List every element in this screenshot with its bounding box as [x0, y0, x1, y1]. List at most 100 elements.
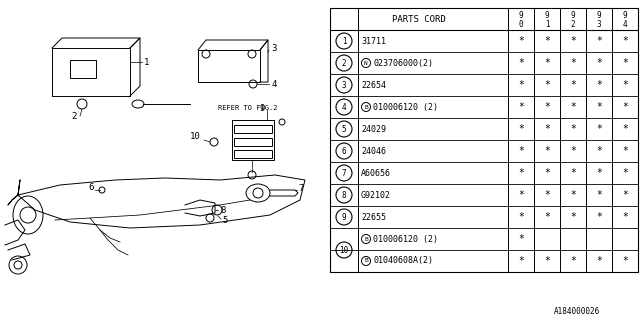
Bar — [330, 8, 638, 272]
Text: 010006120 (2): 010006120 (2) — [373, 102, 438, 111]
Text: 3: 3 — [342, 81, 346, 90]
Text: *: * — [570, 36, 576, 46]
Text: *: * — [596, 124, 602, 134]
Text: *: * — [544, 146, 550, 156]
Text: *: * — [570, 80, 576, 90]
Text: 6: 6 — [88, 182, 93, 191]
Text: *: * — [518, 190, 524, 200]
Text: *: * — [544, 124, 550, 134]
Text: 7: 7 — [298, 183, 303, 193]
Text: 5: 5 — [222, 215, 227, 225]
Text: *: * — [622, 58, 628, 68]
Text: A184000026: A184000026 — [554, 308, 600, 316]
Text: *: * — [596, 256, 602, 266]
Text: 2: 2 — [571, 20, 575, 28]
Text: *: * — [622, 146, 628, 156]
Bar — [234, 138, 272, 146]
Text: 22654: 22654 — [361, 81, 386, 90]
Text: 22655: 22655 — [361, 212, 386, 221]
Text: *: * — [518, 168, 524, 178]
Text: 7: 7 — [342, 169, 346, 178]
Text: 24046: 24046 — [361, 147, 386, 156]
Text: *: * — [622, 36, 628, 46]
Text: *: * — [622, 168, 628, 178]
Text: 010006120 (2): 010006120 (2) — [373, 235, 438, 244]
Text: B: B — [364, 259, 368, 263]
Text: G92102: G92102 — [361, 190, 391, 199]
Text: *: * — [544, 58, 550, 68]
Text: 9: 9 — [260, 103, 266, 113]
Text: N: N — [364, 60, 368, 66]
Text: *: * — [544, 36, 550, 46]
Text: *: * — [518, 58, 524, 68]
Text: 4: 4 — [342, 102, 346, 111]
Text: *: * — [544, 212, 550, 222]
Text: 10: 10 — [190, 132, 201, 140]
Text: *: * — [518, 234, 524, 244]
Text: 4: 4 — [623, 20, 627, 28]
Text: *: * — [518, 36, 524, 46]
Text: *: * — [596, 80, 602, 90]
Text: *: * — [570, 102, 576, 112]
Text: 01040608A(2): 01040608A(2) — [373, 257, 433, 266]
Bar — [232, 120, 274, 160]
Text: *: * — [570, 212, 576, 222]
Text: *: * — [596, 212, 602, 222]
Text: *: * — [570, 168, 576, 178]
Bar — [52, 48, 130, 96]
Text: 1: 1 — [545, 20, 549, 28]
Bar — [70, 60, 96, 78]
Text: 0: 0 — [518, 20, 524, 28]
Text: 8: 8 — [342, 190, 346, 199]
Text: 2: 2 — [71, 111, 77, 121]
Bar — [198, 50, 260, 82]
Text: 10: 10 — [339, 245, 349, 254]
Text: *: * — [622, 212, 628, 222]
Text: *: * — [622, 124, 628, 134]
Text: 3: 3 — [596, 20, 602, 28]
Text: *: * — [570, 256, 576, 266]
Text: *: * — [518, 124, 524, 134]
Text: *: * — [518, 146, 524, 156]
Text: 9: 9 — [623, 11, 627, 20]
Text: 9: 9 — [342, 212, 346, 221]
Text: 2: 2 — [342, 59, 346, 68]
Text: *: * — [544, 190, 550, 200]
Text: *: * — [596, 36, 602, 46]
Text: *: * — [570, 146, 576, 156]
Text: 5: 5 — [342, 124, 346, 133]
Text: A60656: A60656 — [361, 169, 391, 178]
Text: *: * — [596, 58, 602, 68]
Text: *: * — [596, 102, 602, 112]
Text: 9: 9 — [545, 11, 549, 20]
Text: 4: 4 — [271, 79, 276, 89]
Text: *: * — [570, 58, 576, 68]
Text: B: B — [364, 236, 368, 242]
Text: 3: 3 — [271, 44, 276, 52]
Text: *: * — [544, 80, 550, 90]
Text: *: * — [544, 168, 550, 178]
Text: *: * — [596, 190, 602, 200]
Text: *: * — [544, 102, 550, 112]
Text: *: * — [570, 190, 576, 200]
Text: 31711: 31711 — [361, 36, 386, 45]
Text: 8: 8 — [220, 205, 225, 214]
Text: *: * — [518, 80, 524, 90]
Text: *: * — [622, 256, 628, 266]
Text: *: * — [622, 80, 628, 90]
Text: 9: 9 — [518, 11, 524, 20]
Text: 9: 9 — [596, 11, 602, 20]
Text: 1: 1 — [144, 58, 149, 67]
Text: *: * — [544, 256, 550, 266]
Text: B: B — [364, 105, 368, 109]
Text: *: * — [622, 190, 628, 200]
Text: *: * — [518, 102, 524, 112]
Bar — [234, 125, 272, 133]
Text: *: * — [518, 256, 524, 266]
Text: *: * — [518, 212, 524, 222]
Text: *: * — [596, 146, 602, 156]
Text: *: * — [622, 102, 628, 112]
Text: *: * — [570, 124, 576, 134]
Text: PARTS CORD: PARTS CORD — [392, 14, 446, 23]
Text: *: * — [596, 168, 602, 178]
